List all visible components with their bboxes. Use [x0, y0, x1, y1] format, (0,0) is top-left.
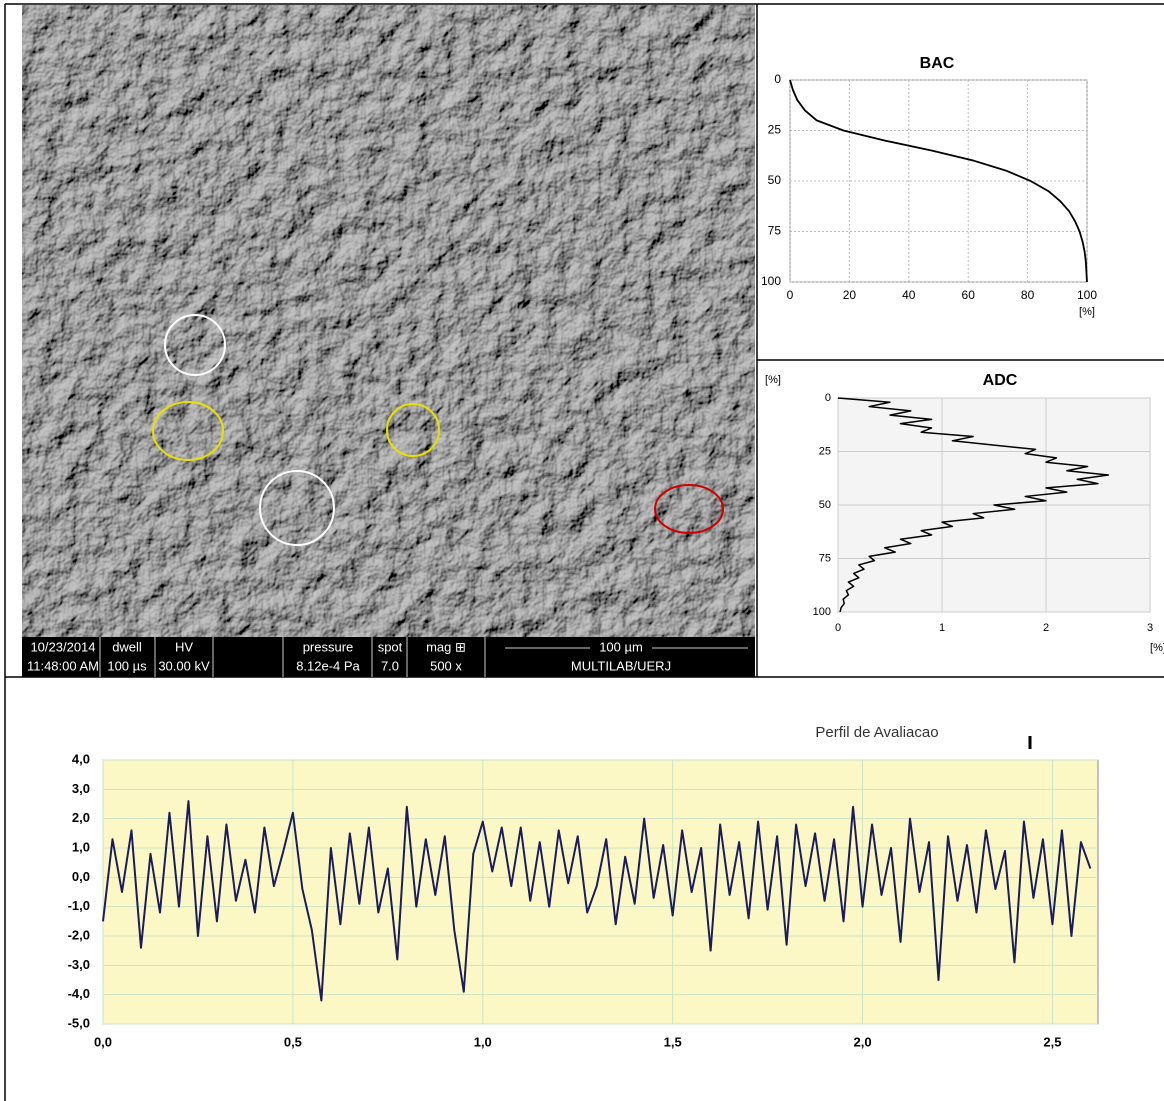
- y-tick-label: 2,0: [72, 810, 90, 825]
- plot-area: [102, 759, 1099, 1025]
- y-tick-label: 75: [819, 552, 831, 564]
- x-tick-label: 2,0: [854, 1034, 872, 1049]
- data-line: [789, 79, 1088, 283]
- y-tick-label: 50: [768, 173, 782, 187]
- y-tick-label: 25: [768, 123, 782, 137]
- x-tick-label: 0: [835, 622, 841, 634]
- info-label: dwell: [112, 639, 142, 654]
- y-tick-label: 100: [761, 274, 781, 288]
- y-tick-label: 1,0: [72, 839, 90, 854]
- y-tick-label: 0: [825, 392, 831, 404]
- y-tick-label: -3,0: [68, 957, 90, 972]
- data-line: [102, 800, 1092, 1002]
- x-axis-label: [%]: [1079, 306, 1095, 318]
- y-tick-label: 0: [774, 72, 781, 86]
- info-value: 500 x: [430, 658, 462, 673]
- marker-circle: [654, 484, 724, 534]
- y-tick-label: -1,0: [68, 898, 90, 913]
- marker-circle: [164, 314, 226, 376]
- y-tick-label: 25: [819, 445, 831, 457]
- marker-circle: [386, 403, 440, 457]
- chart-title: Perfil de Avaliacao: [815, 724, 938, 741]
- info-bar: [22, 637, 755, 677]
- scale-bar-label: 100 µm: [599, 639, 643, 654]
- info-label: spot: [378, 639, 403, 654]
- info-value: 100 µs: [107, 658, 147, 673]
- y-tick-label: -5,0: [68, 1015, 90, 1030]
- x-tick-label: 1,5: [664, 1034, 682, 1049]
- info-label: pressure: [303, 639, 354, 654]
- info-lab: MULTILAB/UERJ: [571, 658, 671, 673]
- info-label: mag ⊞: [426, 639, 466, 654]
- y-axis-label: [%]: [765, 374, 781, 386]
- x-tick-label: 40: [902, 288, 916, 302]
- y-tick-label: -4,0: [68, 986, 90, 1001]
- marker-circle: [259, 470, 335, 546]
- info-date: 10/23/2014: [30, 639, 95, 654]
- info-label: HV: [175, 639, 193, 654]
- x-tick-label: 3: [1147, 622, 1153, 634]
- x-tick-label: 0,5: [284, 1034, 302, 1049]
- x-tick-label: 20: [843, 288, 857, 302]
- sem-image: 10/23/2014 11:48:00 AM dwell 100 µs HV 3…: [22, 5, 755, 677]
- marker-circle: [152, 401, 224, 461]
- x-tick-label: 60: [962, 288, 976, 302]
- x-axis-label: [%]: [1150, 642, 1164, 654]
- info-value: 8.12e-4 Pa: [296, 658, 360, 673]
- y-tick-label: -2,0: [68, 927, 90, 942]
- y-tick-label: 50: [819, 499, 831, 511]
- data-line: [837, 397, 1110, 613]
- info-value: 7.0: [381, 658, 399, 673]
- sem-texture: [22, 5, 755, 637]
- x-tick-label: 1: [939, 622, 945, 634]
- chart-title: ADC: [983, 372, 1018, 389]
- info-value: 30.00 kV: [158, 658, 210, 673]
- info-time: 11:48:00 AM: [27, 658, 99, 673]
- y-tick-label: 3,0: [72, 781, 90, 796]
- x-tick-label: 2: [1043, 622, 1049, 634]
- chart-title: BAC: [920, 55, 955, 72]
- x-tick-label: 1,0: [474, 1034, 492, 1049]
- y-tick-label: 100: [813, 606, 831, 618]
- y-tick-label: 4,0: [72, 751, 90, 766]
- x-tick-label: 0,0: [94, 1034, 112, 1049]
- x-tick-label: 2,5: [1043, 1034, 1061, 1049]
- x-tick-label: 0: [787, 288, 794, 302]
- y-tick-label: 75: [768, 224, 782, 238]
- y-tick-label: 0,0: [72, 869, 90, 884]
- x-tick-label: 80: [1021, 288, 1035, 302]
- x-tick-label: 100: [1077, 288, 1097, 302]
